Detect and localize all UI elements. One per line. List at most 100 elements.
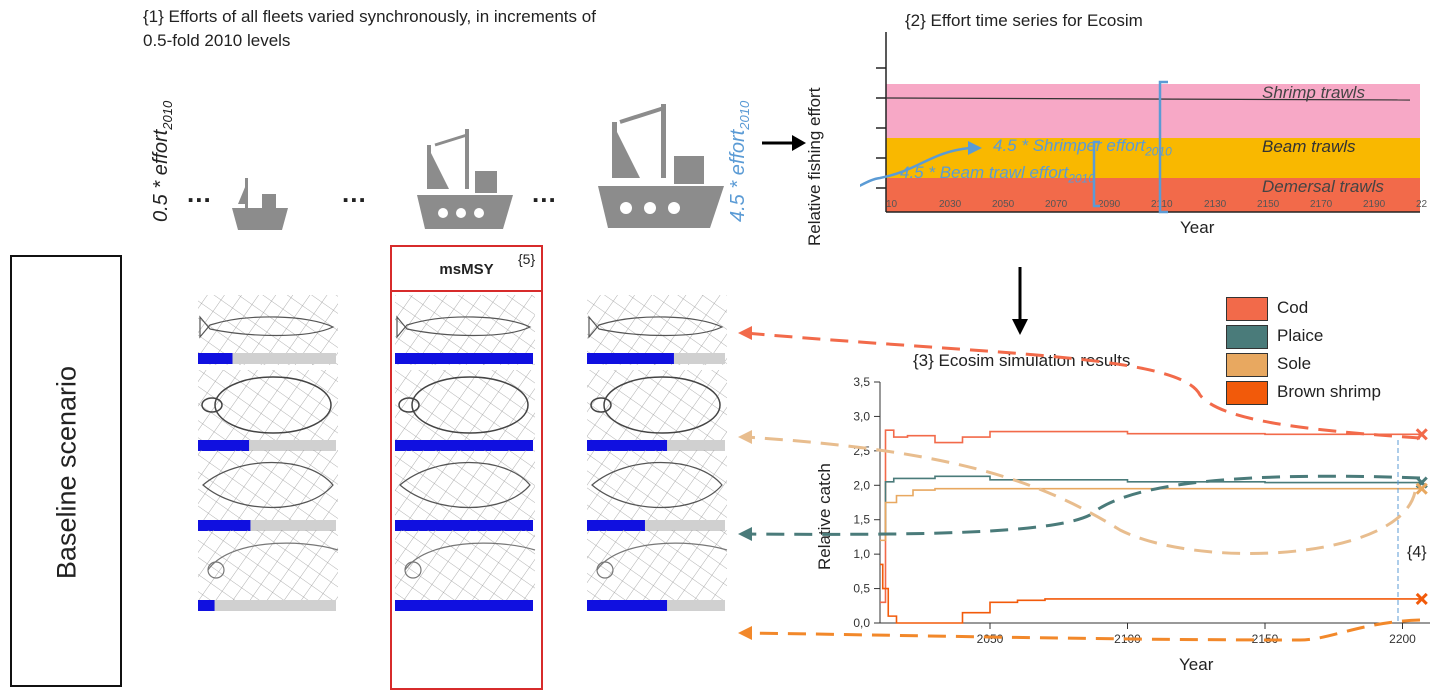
effort-blue-curve <box>860 146 971 188</box>
effort-bar-fill <box>198 440 250 451</box>
fish-net <box>395 450 535 520</box>
fish-plaice-icon <box>603 376 721 434</box>
connector-cod <box>744 331 1421 440</box>
catch-x-tick-label: 2200 <box>1389 632 1416 646</box>
series-end-marker-brown-shrimp <box>1415 592 1428 605</box>
arrowhead-plaice <box>738 527 752 541</box>
fish-columns <box>198 295 728 611</box>
catch-xlabel: Year <box>1179 655 1214 674</box>
label-demersal-trawls: Demersal trawls <box>1262 177 1384 196</box>
baseline-scenario-box: Baseline scenario <box>10 255 122 687</box>
series-line-plaice <box>880 475 1422 535</box>
effort-bar-fill <box>587 520 645 531</box>
catch-y-tick-label: 3,0 <box>853 409 870 423</box>
effort-x-ticks: 10 2030 2050 2070 2090 2110 2130 2150 2170 2190 22 <box>886 199 1428 210</box>
series-line-sole <box>880 487 1422 542</box>
legend-label-sole: Sole <box>1277 354 1312 373</box>
fish-net <box>198 530 338 600</box>
panel3-title: {3} Ecosim simulation results <box>913 351 1131 370</box>
fish-tail-icon <box>201 397 223 413</box>
effort-bar-fill <box>395 353 533 364</box>
connector-sole <box>744 435 1417 555</box>
effort-bar-fill <box>587 353 674 364</box>
boat-small-icon <box>232 178 288 230</box>
msmsy-header: msMSY {5} <box>392 247 541 292</box>
effort-x-tick: 2070 <box>1045 199 1068 210</box>
ellipsis-3: ... <box>532 178 557 208</box>
legend-label-plaice: Plaice <box>1277 326 1324 345</box>
effort-bar-track <box>198 353 336 364</box>
panel2-title: {2} Effort time series for Ecosim <box>905 11 1143 30</box>
effort-bar-fill <box>587 600 668 611</box>
effort-bar-fill <box>198 600 215 611</box>
effort-x-tick: 2090 <box>1098 199 1121 210</box>
bracket-mid <box>1092 140 1100 208</box>
connector-shrimp <box>744 618 1421 642</box>
arrowhead-cod <box>738 326 752 340</box>
msmsy-box: msMSY {5} <box>390 245 543 690</box>
effort-bar-fill <box>198 520 251 531</box>
effort-x-tick: 2110 <box>1151 199 1173 210</box>
catch-y-tick-label: 2,0 <box>853 478 870 492</box>
legend-swatch-brown-shrimp <box>1226 381 1268 405</box>
arrowhead-shrimp <box>738 626 752 640</box>
series-line-brown-shrimp <box>880 563 1422 624</box>
fish-net <box>587 530 727 600</box>
catch-y-tick-label: 1,5 <box>853 513 870 527</box>
fish-tail-icon <box>398 397 420 413</box>
label-shrimp-trawls: Shrimp trawls <box>1262 83 1365 102</box>
effort-bar-track <box>198 520 336 531</box>
boat-large-icon <box>598 104 724 228</box>
band-demersal-trawls <box>886 178 1420 212</box>
bracket-right <box>1158 80 1168 214</box>
catch-y-tick-label: 1,0 <box>853 547 870 561</box>
note-4: {4} <box>1407 544 1427 561</box>
arrow-right-icon <box>762 135 806 151</box>
catch-chart: 0,00,51,01,52,02,53,03,5 2050 2100 2150 220… <box>815 375 1430 674</box>
fish-cod-icon <box>588 315 724 339</box>
effort-x-tick: 2050 <box>992 199 1015 210</box>
catch-y-tick-label: 0,5 <box>853 582 870 596</box>
band-shrimp-trawls <box>886 84 1420 138</box>
msmsy-label: msMSY <box>439 261 494 278</box>
series-line-cod <box>880 429 1422 604</box>
effort-line <box>885 97 1411 101</box>
catch-series <box>880 428 1428 624</box>
effort-bar-fill <box>395 440 533 451</box>
series-end-marker-sole <box>1415 482 1428 495</box>
effort-x-tick: 2150 <box>1257 199 1280 210</box>
effort-bar-track <box>198 600 336 611</box>
effort-x-tick: 2170 <box>1310 199 1333 210</box>
catch-x-tick-label: 2050 <box>977 632 1004 646</box>
fish-shrimp-icon <box>596 542 728 571</box>
effort-blue-arrowhead <box>968 141 982 155</box>
effort-bar-fill <box>395 520 533 531</box>
effort-bar-fill <box>198 353 233 364</box>
fish-plaice-icon <box>411 376 529 434</box>
panel2-xlabel: Year <box>1180 218 1215 237</box>
fish-cod-icon <box>199 315 335 339</box>
fish-shrimp-icon <box>207 542 339 571</box>
fish-sole-icon <box>399 462 531 508</box>
boat-medium-icon <box>417 129 513 229</box>
effort-bar-track <box>198 440 336 451</box>
fish-tail-icon <box>590 397 612 413</box>
panel1-title-line2: 0.5-fold 2010 levels <box>143 31 291 50</box>
ellipsis-1: ... <box>187 178 212 208</box>
effort-chart: 10 2030 2050 2070 2090 2110 2130 2150 2170 2190 22 <box>860 32 1428 214</box>
catch-ylabel: Relative catch <box>815 463 834 570</box>
arrow-down-icon <box>1012 267 1028 335</box>
effort-x-tick: 2030 <box>939 199 962 210</box>
fish-net <box>395 530 535 600</box>
effort-bar-fill <box>395 600 533 611</box>
effort-x-tick: 2190 <box>1363 199 1386 210</box>
ellipsis-2: ... <box>342 178 367 208</box>
effort-bar-track <box>587 520 725 531</box>
fish-sole-icon <box>591 462 723 508</box>
panel1-title-line1: {1} Efforts of all fleets varied synchro… <box>143 7 596 26</box>
catch-y-ticks: 0,00,51,01,52,02,53,03,5 <box>853 375 880 630</box>
ann-beam-effort: 4.5 * Beam trawl effort2010 <box>900 163 1095 186</box>
shrimp-head-icon <box>404 561 422 579</box>
arrowhead-sole <box>738 430 752 444</box>
